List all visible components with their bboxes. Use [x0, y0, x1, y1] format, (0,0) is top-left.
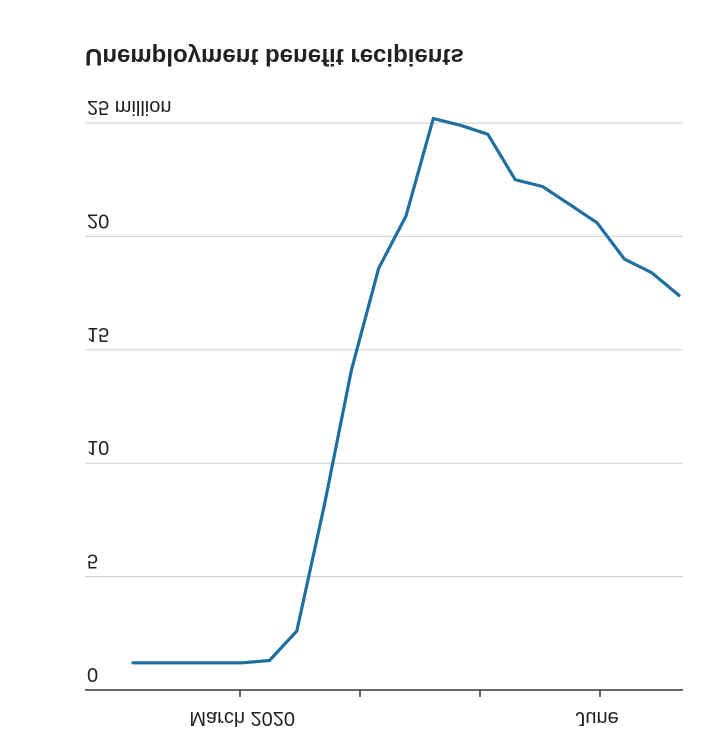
- y-tick-label: 15: [87, 323, 109, 345]
- x-axis-ticks: [239, 690, 601, 697]
- series-line: [131, 116, 681, 665]
- gridlines: [85, 122, 683, 691]
- y-tick-label: 25 million: [87, 96, 171, 118]
- y-axis-labels: 0 5 10 15 20 25 million: [87, 96, 171, 685]
- y-tick-label: 20: [87, 209, 109, 231]
- x-axis-labels: March 2020 June: [189, 707, 618, 729]
- series: [131, 116, 681, 665]
- x-tick-label: June: [575, 707, 618, 729]
- y-tick-label: 5: [87, 550, 98, 572]
- chart-title: Unemployment benefit recipients: [85, 43, 464, 70]
- x-tick-label: March 2020: [189, 707, 295, 729]
- y-tick-label: 0: [87, 663, 98, 685]
- y-tick-label: 10: [87, 436, 109, 458]
